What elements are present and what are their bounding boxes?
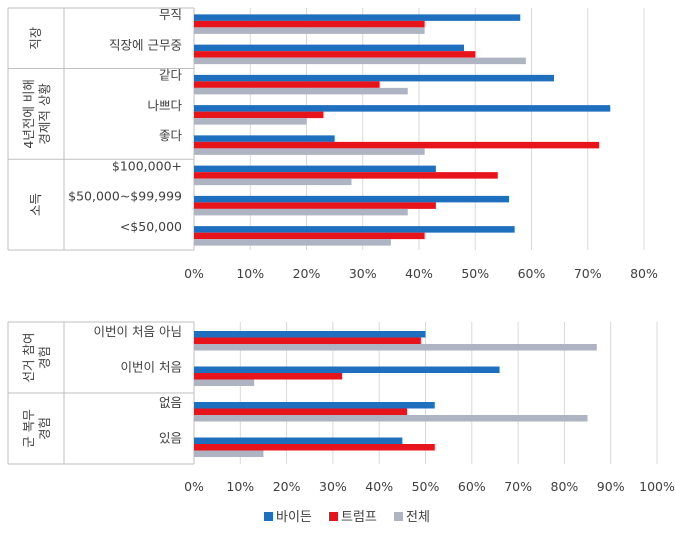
x-tick-label: 10% xyxy=(236,266,264,281)
x-tick-label: 10% xyxy=(226,479,254,494)
bar-total xyxy=(194,178,352,186)
x-tick-label: 80% xyxy=(551,479,579,494)
category-label: $50,000~$99,999 xyxy=(68,189,182,204)
bar-total xyxy=(194,148,425,155)
x-tick-label: 0% xyxy=(184,266,204,281)
group-label-line: 선거 참여 xyxy=(21,333,36,383)
group-label-line: 4년전에 비해 xyxy=(21,79,36,148)
bar-trump xyxy=(194,111,324,119)
legend-swatch xyxy=(329,512,338,521)
group-label-line: 경제적 상황 xyxy=(37,83,52,145)
x-tick-label: 40% xyxy=(405,266,433,281)
x-tick-label: 80% xyxy=(630,266,658,281)
bar-trump xyxy=(194,373,343,380)
bar-total xyxy=(194,379,255,386)
bar-biden xyxy=(194,14,521,21)
group-label: 4년전에 비해경제적 상황 xyxy=(21,79,52,148)
bar-biden xyxy=(194,366,500,373)
legend-swatch xyxy=(394,512,403,521)
bar-biden xyxy=(194,402,435,409)
x-tick-label: 60% xyxy=(458,479,486,494)
bar-biden xyxy=(194,135,335,142)
bar-trump xyxy=(194,444,435,451)
group-label: 직장 xyxy=(28,26,43,50)
bar-trump xyxy=(194,141,599,149)
bar-total xyxy=(194,118,307,125)
legend-label: 트럼프 xyxy=(341,510,377,525)
legend-swatch xyxy=(264,512,273,521)
bar-total xyxy=(194,239,391,246)
x-tick-label: 50% xyxy=(461,266,489,281)
x-tick-label: 50% xyxy=(412,479,440,494)
category-label: 없음 xyxy=(159,395,182,410)
bar-biden xyxy=(194,226,515,233)
bar-trump xyxy=(194,408,407,415)
category-label: 좋다 xyxy=(159,128,183,143)
category-label: $100,000+ xyxy=(112,158,182,173)
category-label: 있음 xyxy=(159,430,182,445)
x-tick-label: 90% xyxy=(597,479,625,494)
bar-total xyxy=(194,27,425,34)
bar-total xyxy=(194,450,264,457)
group-label-line: 경험 xyxy=(37,346,52,369)
bar-trump xyxy=(194,51,476,58)
x-tick-label: 20% xyxy=(273,479,301,494)
x-tick-label: 30% xyxy=(319,479,347,494)
bar-biden xyxy=(194,195,509,203)
bar-trump xyxy=(194,81,380,88)
bar-biden xyxy=(194,331,426,338)
category-label: 이번이 처음 xyxy=(121,359,182,374)
bar-biden xyxy=(194,437,403,444)
bar-total xyxy=(194,57,526,65)
category-label: 직장에 근무중 xyxy=(109,37,182,52)
chart-bottom: 0% 10% 20% 30% 40% 50% 60% 70% 80% 90% 100%선거 참여경험… xyxy=(7,321,675,494)
bar-biden xyxy=(194,74,554,82)
bar-total xyxy=(194,87,408,95)
group-label: 소득 xyxy=(28,193,43,216)
x-tick-label: 30% xyxy=(349,266,377,281)
x-tick-label: 20% xyxy=(293,266,321,281)
x-tick-label: 70% xyxy=(504,479,532,494)
x-tick-label: 70% xyxy=(574,266,602,281)
bar-trump xyxy=(194,337,421,344)
x-tick-label: 40% xyxy=(365,479,393,494)
group-label-line: 군 복무 xyxy=(21,409,36,447)
group-label: 선거 참여경험 xyxy=(21,333,52,383)
legend: 바이든 트럼프 전체 xyxy=(264,510,430,525)
legend-label: 전체 xyxy=(406,510,430,525)
group-label-line: 경험 xyxy=(37,417,52,440)
x-tick-label: 60% xyxy=(518,266,546,281)
bar-total xyxy=(194,415,588,422)
bar-biden xyxy=(194,165,436,173)
x-tick-label: 0% xyxy=(184,479,204,494)
category-label: 나쁘다 xyxy=(147,98,182,113)
bar-total xyxy=(194,208,408,216)
category-label: 같다 xyxy=(159,68,183,83)
bar-trump xyxy=(194,202,436,209)
bar-trump xyxy=(194,232,425,240)
category-label: 이번이 처음 아님 xyxy=(94,324,182,339)
bar-biden xyxy=(194,44,464,52)
category-label: 무직 xyxy=(159,7,182,22)
bar-trump xyxy=(194,20,425,28)
legend-label: 바이든 xyxy=(276,510,312,525)
chart-top: 0% 10% 20% 30% 40% 50% 60% 70% 80% 직장 4년전에 비해경제적 상… xyxy=(7,7,658,281)
bar-biden xyxy=(194,105,611,112)
x-tick-label: 100% xyxy=(639,479,675,494)
bar-trump xyxy=(194,172,498,179)
bar-total xyxy=(194,344,597,351)
group-label: 군 복무경험 xyxy=(21,409,52,447)
category-label: <$50,000 xyxy=(120,219,182,234)
